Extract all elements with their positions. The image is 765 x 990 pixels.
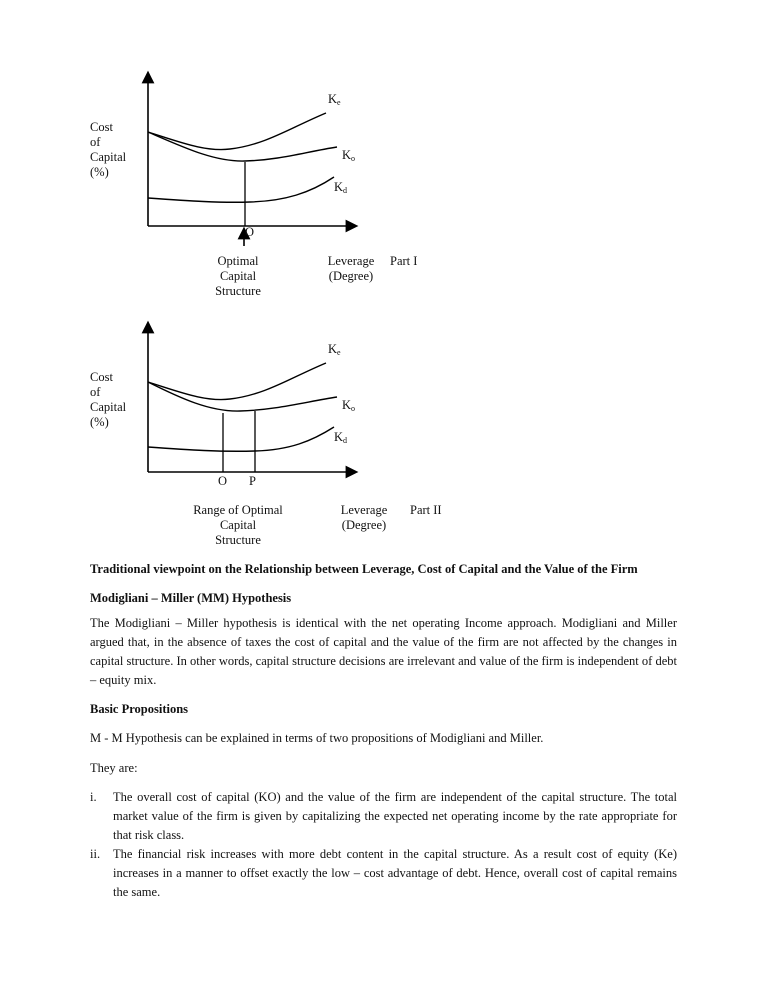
ke-label-2: Ke: [328, 342, 341, 357]
x-axis-label-2: Leverage (Degree): [340, 503, 388, 532]
propositions-list: i. The overall cost of capital (KO) and …: [90, 788, 677, 902]
heading-mm-hypothesis: Modigliani – Miller (MM) Hypothesis: [90, 591, 292, 605]
y-label-line: Cost: [90, 120, 113, 134]
ko-label: Ko: [342, 148, 356, 163]
diagram-part-1: [141, 70, 359, 479]
heading-basic-propositions: Basic Propositions: [90, 702, 189, 716]
ke-curve-2: [147, 362, 327, 401]
kd-curve: [147, 176, 335, 203]
y-label-line: (%): [90, 165, 109, 179]
x-axis-label: Leverage (Degree): [327, 254, 375, 283]
ko-curve-2: [147, 381, 338, 412]
y-label-line: of: [90, 135, 101, 149]
list-item: i. The overall cost of capital (KO) and …: [90, 790, 677, 842]
ko-label-2: Ko: [342, 398, 356, 413]
part-label: Part I: [390, 254, 418, 268]
y-label-line: Capital: [90, 150, 127, 164]
point-o-label: O: [245, 225, 255, 239]
ke-label: Ke: [328, 92, 341, 107]
point-o-label-2: O: [218, 474, 228, 488]
y-axis-label: Cost of Capital (%): [90, 120, 126, 180]
point-p-label: P: [249, 474, 256, 488]
range-of-optimal-label: Range of Optimal Capital Structure: [193, 503, 283, 547]
y-axis-label-2: Cost of Capital (%): [90, 370, 127, 429]
kd-label: Kd: [334, 180, 348, 195]
kd-curve-2: [147, 426, 335, 452]
list-item: ii. The financial risk increases with mo…: [90, 847, 677, 899]
part-label-2: Part II: [410, 503, 442, 517]
kd-label-2: Kd: [334, 430, 348, 445]
figure-caption: Traditional viewpoint on the Relationshi…: [90, 562, 638, 576]
they-are-text: They are:: [90, 761, 138, 775]
ko-curve: [147, 131, 338, 162]
optimal-capital-structure-label: Optimal Capital Structure: [215, 254, 261, 298]
paragraph-basic: M - M Hypothesis can be explained in ter…: [90, 731, 544, 745]
paragraph-mm: The Modigliani – Miller hypothesis is id…: [90, 616, 677, 687]
ke-curve: [147, 112, 327, 151]
